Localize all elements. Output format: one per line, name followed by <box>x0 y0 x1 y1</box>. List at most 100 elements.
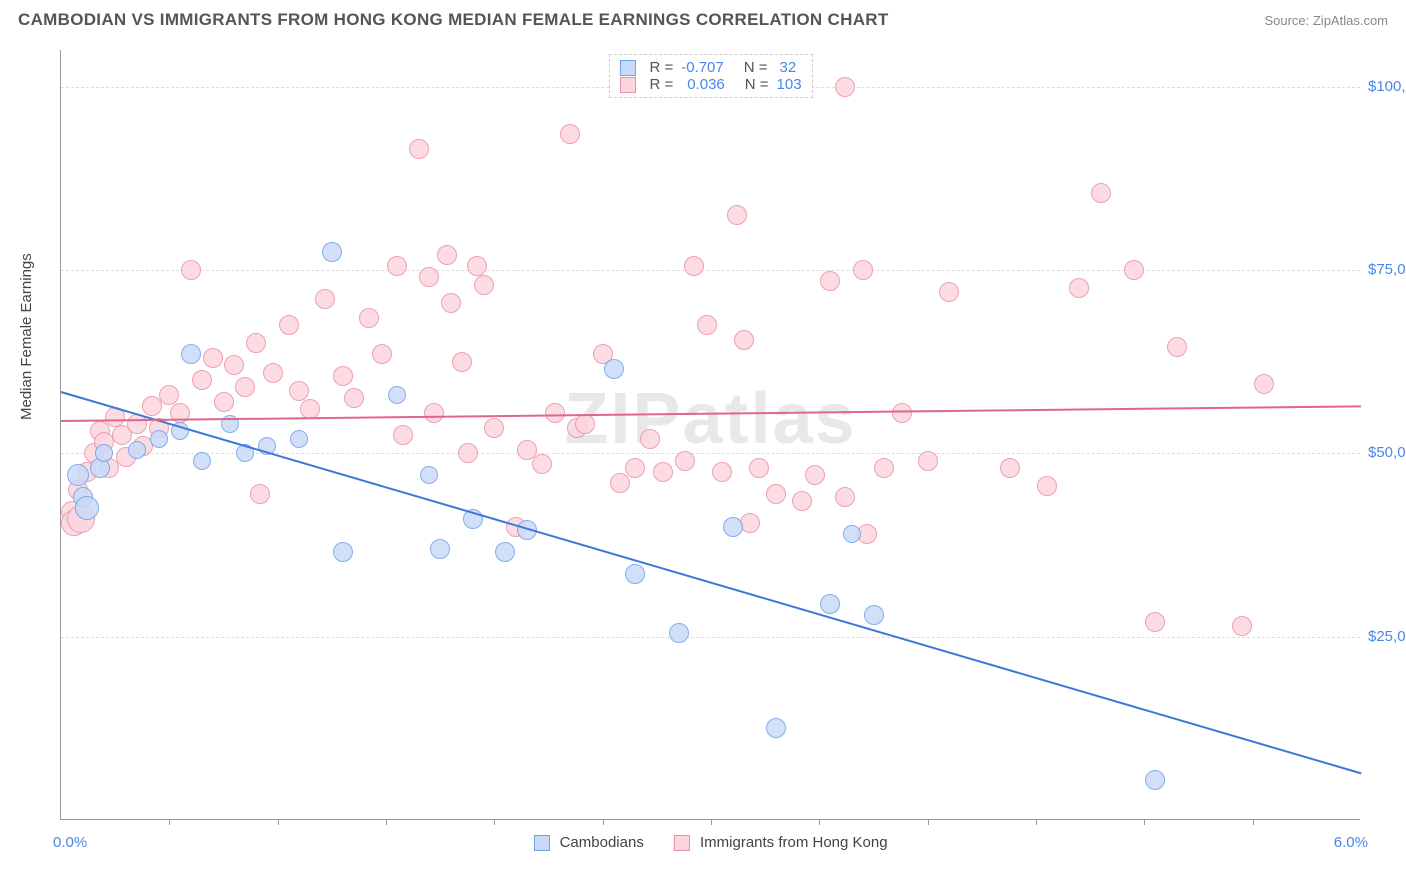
data-point <box>835 77 855 97</box>
x-tick <box>1036 819 1037 825</box>
data-point <box>159 385 179 405</box>
data-point <box>322 242 342 262</box>
data-point <box>1037 476 1057 496</box>
data-point <box>409 139 429 159</box>
data-point <box>387 256 407 276</box>
data-point <box>892 403 912 423</box>
data-point <box>467 256 487 276</box>
legend-n-value-1: 103 <box>777 76 802 93</box>
data-point <box>430 539 450 559</box>
data-point <box>235 377 255 397</box>
data-point <box>224 355 244 375</box>
data-point <box>419 267 439 287</box>
x-tick <box>169 819 170 825</box>
data-point <box>142 396 162 416</box>
data-point <box>575 414 595 434</box>
legend-correlation-box: R = -0.707 N = 32 R = 0.036 N = 103 <box>608 54 812 98</box>
data-point <box>333 366 353 386</box>
y-tick-label: $75,000 <box>1368 261 1406 278</box>
data-point <box>1000 458 1020 478</box>
data-point <box>625 564 645 584</box>
y-tick-label: $50,000 <box>1368 444 1406 461</box>
legend-item-1: Immigrants from Hong Kong <box>674 834 888 851</box>
data-point <box>723 517 743 537</box>
data-point <box>1069 278 1089 298</box>
watermark-text: ZIPatlas <box>564 378 856 460</box>
data-point <box>749 458 769 478</box>
data-point <box>653 462 673 482</box>
legend-r-value-0: -0.707 <box>681 59 724 76</box>
data-point <box>835 487 855 507</box>
data-point <box>874 458 894 478</box>
data-point <box>853 260 873 280</box>
data-point <box>484 418 504 438</box>
trend-line <box>61 391 1362 774</box>
x-tick <box>1253 819 1254 825</box>
data-point <box>610 473 630 493</box>
data-point <box>640 429 660 449</box>
data-point <box>128 441 146 459</box>
trend-line <box>61 406 1361 423</box>
data-point <box>95 444 113 462</box>
chart-title: CAMBODIAN VS IMMIGRANTS FROM HONG KONG M… <box>18 10 889 30</box>
data-point <box>766 718 786 738</box>
data-point <box>150 430 168 448</box>
data-point <box>388 386 406 404</box>
gridline <box>61 453 1360 454</box>
x-tick <box>278 819 279 825</box>
data-point <box>1145 612 1165 632</box>
data-point <box>545 403 565 423</box>
data-point <box>495 542 515 562</box>
data-point <box>263 363 283 383</box>
legend-item-0: Cambodians <box>533 834 643 851</box>
gridline <box>61 270 1360 271</box>
data-point <box>560 124 580 144</box>
x-axis-max-label: 6.0% <box>1334 834 1368 851</box>
data-point <box>437 245 457 265</box>
chart-source: Source: ZipAtlas.com <box>1264 13 1388 28</box>
data-point <box>246 333 266 353</box>
x-tick <box>711 819 712 825</box>
data-point <box>532 454 552 474</box>
legend-swatch-0 <box>619 60 635 76</box>
data-point <box>181 344 201 364</box>
data-point <box>792 491 812 511</box>
x-tick <box>386 819 387 825</box>
data-point <box>675 451 695 471</box>
data-point <box>820 594 840 614</box>
chart-header: CAMBODIAN VS IMMIGRANTS FROM HONG KONG M… <box>0 0 1406 38</box>
y-tick-label: $100,000 <box>1368 78 1406 95</box>
legend-r-label: R = <box>649 76 673 93</box>
legend-n-value-0: 32 <box>780 59 797 76</box>
data-point <box>1145 770 1165 790</box>
data-point <box>740 513 760 533</box>
data-point <box>1167 337 1187 357</box>
data-point <box>359 308 379 328</box>
data-point <box>712 462 732 482</box>
data-point <box>290 430 308 448</box>
legend-swatch-1 <box>619 77 635 93</box>
data-point <box>918 451 938 471</box>
data-point <box>727 205 747 225</box>
legend-label-1: Immigrants from Hong Kong <box>700 834 888 851</box>
data-point <box>843 525 861 543</box>
y-axis-label: Median Female Earnings <box>18 253 35 420</box>
x-axis-min-label: 0.0% <box>53 834 87 851</box>
data-point <box>604 359 624 379</box>
x-tick <box>1144 819 1145 825</box>
data-point <box>1091 183 1111 203</box>
data-point <box>75 496 99 520</box>
data-point <box>734 330 754 350</box>
data-point <box>193 452 211 470</box>
legend-label-0: Cambodians <box>560 834 644 851</box>
data-point <box>452 352 472 372</box>
data-point <box>766 484 786 504</box>
data-point <box>669 623 689 643</box>
legend-row-series-1: R = 0.036 N = 103 <box>619 76 801 93</box>
data-point <box>474 275 494 295</box>
data-point <box>250 484 270 504</box>
data-point <box>192 370 212 390</box>
data-point <box>458 443 478 463</box>
data-point <box>805 465 825 485</box>
chart-plot-area: ZIPatlas R = -0.707 N = 32 R = 0.036 N =… <box>60 50 1360 820</box>
